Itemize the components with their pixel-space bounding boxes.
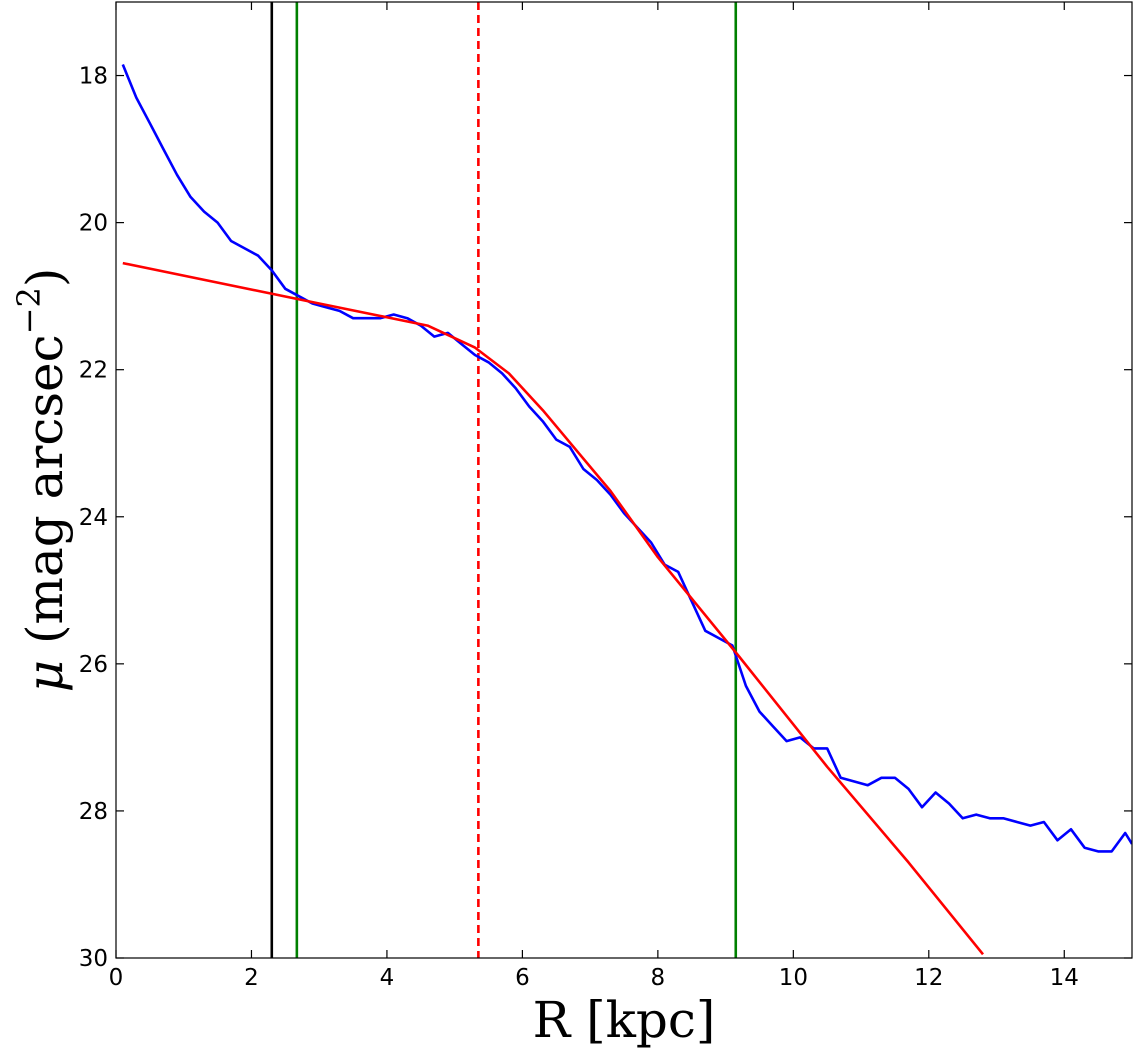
x-tick-label: 0 [109,965,124,991]
y-axis-label-sup: −2 [10,287,48,334]
y-axis-label: μ (mag arcsec−2) [10,268,74,693]
profile-line [121,64,1132,853]
y-axis-label-symbol: μ [16,660,74,693]
x-tick-label: 6 [515,965,530,991]
y-tick-label: 18 [79,64,108,90]
y-axis-label-close: ) [16,268,74,288]
x-tick-label: 10 [779,965,808,991]
x-axis-label: R [kpc] [533,991,716,1049]
fit-line [122,261,985,956]
plot-frame [115,1,1133,959]
x-tick-label: 4 [380,965,395,991]
x-tick-label: 8 [651,965,666,991]
x-tick-label: 2 [244,965,259,991]
y-tick-label: 26 [79,652,108,678]
y-tick-label: 30 [79,946,108,972]
x-tick-label: 14 [1050,965,1079,991]
y-tick-label: 24 [79,505,108,531]
y-tick-label: 22 [79,358,108,384]
vertical-markers [270,2,738,958]
y-axis-label-text: (mag arcsec [16,334,74,660]
y-tick-label: 28 [79,799,108,825]
y-tick-label: 20 [79,211,108,237]
data-series [121,64,1132,956]
x-tick-label: 12 [914,965,943,991]
